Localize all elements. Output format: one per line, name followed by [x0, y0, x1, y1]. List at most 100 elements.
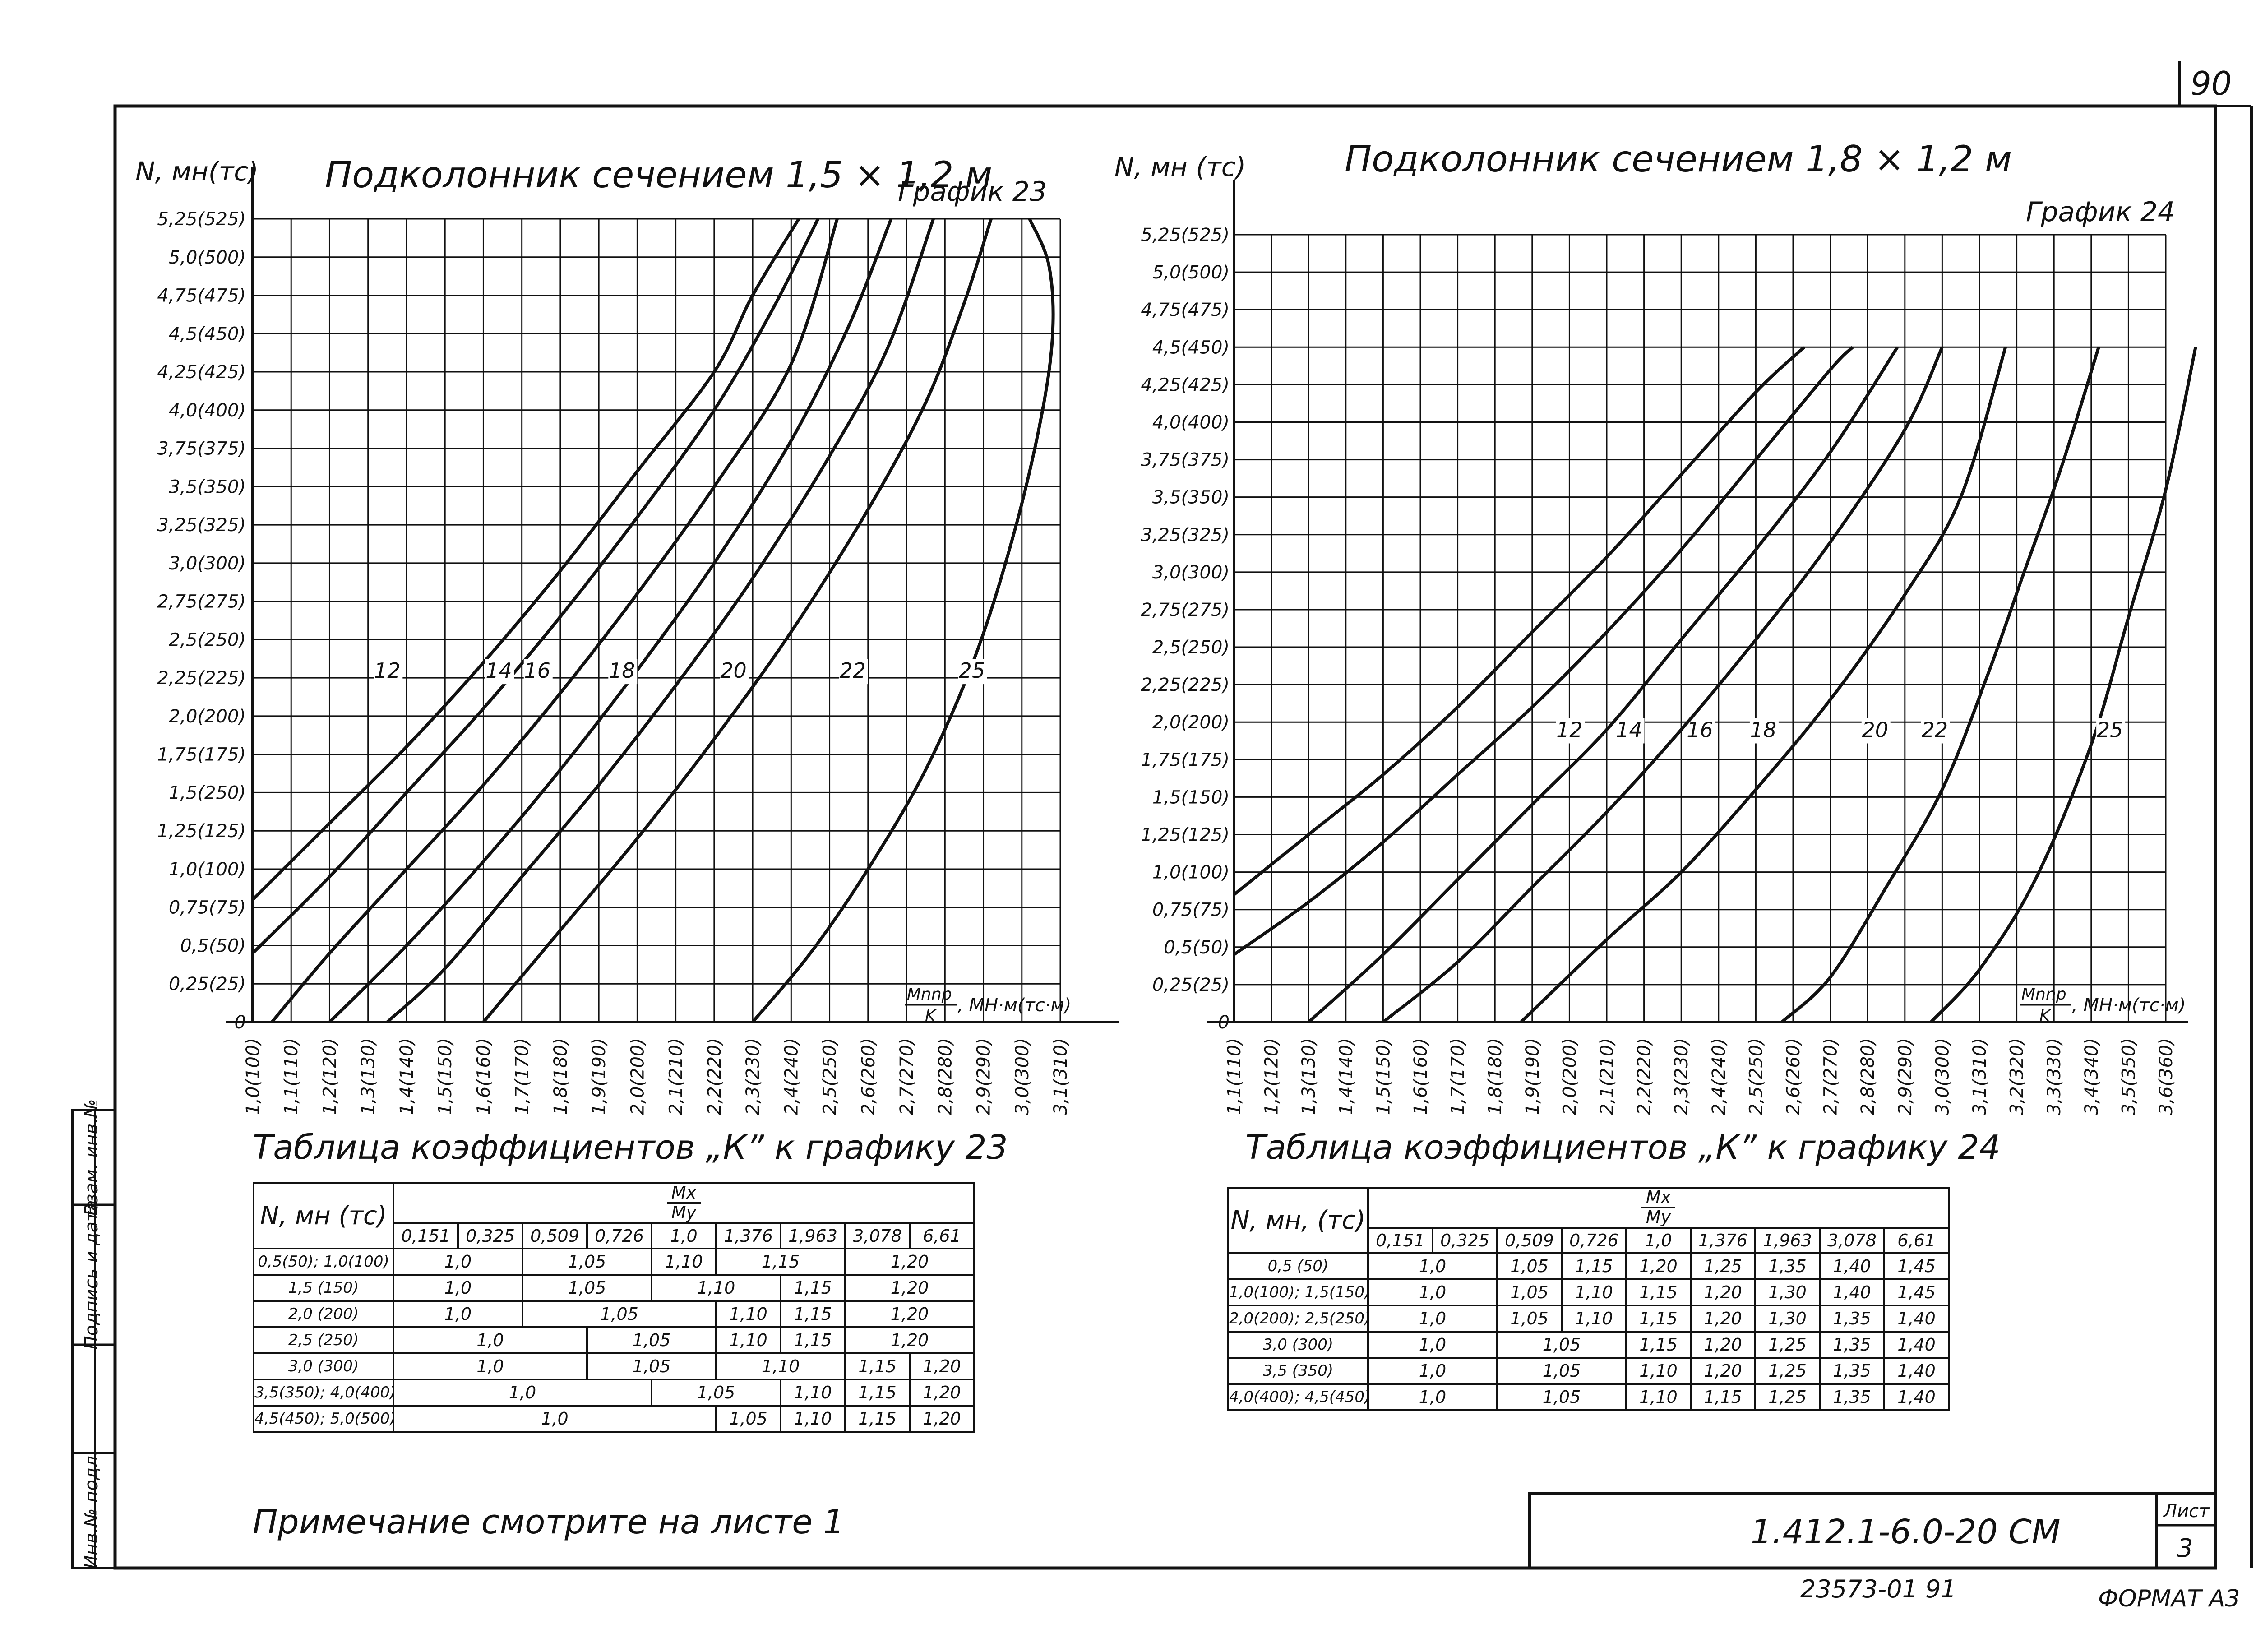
coefficient-cell: 1,40 [1883, 1330, 1950, 1359]
n-header: N, мн (тс) [253, 1182, 394, 1249]
y-tick-label: 4,0(400) [1152, 412, 1230, 433]
y-tick-label: 0,25(25) [169, 974, 246, 995]
coefficient-cell: 1,15 [1625, 1278, 1692, 1306]
y-tick-label: 0 [235, 1012, 246, 1033]
x-tick-label: 2,0(200) [1559, 1038, 1580, 1115]
coefficient-cell: 1,20 [844, 1247, 975, 1276]
table-row: 3,0 (300) 1,0 1,05 1,15 1,20 1,25 1,35 1,40 [1227, 1330, 1950, 1359]
coefficient-cell: 1,35 [1819, 1304, 1885, 1333]
x-tick-label: 1,0(100) [243, 1038, 264, 1115]
table-row: 3,0 (300) 1,0 1,05 1,10 1,15 1,20 [253, 1352, 975, 1380]
x-tick-label: 2,5(250) [820, 1038, 841, 1115]
y-tick-label: 2,0(200) [169, 706, 246, 727]
coefficient-cell: 1,05 [1496, 1252, 1563, 1280]
y-tick-label: 5,0(500) [1152, 262, 1230, 283]
series-line-12 [1233, 346, 1806, 896]
series-label-12: 12 [374, 658, 401, 683]
x-tick-label: 2,0(200) [627, 1038, 648, 1115]
coefficient-cell: 1,15 [715, 1247, 846, 1276]
x-tick-label: 2,5(250) [1746, 1038, 1766, 1115]
y-tick-label: 1,5(250) [169, 782, 246, 803]
series-label-background [1686, 718, 1715, 744]
coefficient-cell: 1,15 [780, 1326, 846, 1354]
series-label-22: 22 [839, 658, 866, 683]
ratio-value: 1,0 [1625, 1226, 1692, 1254]
series-label-background [608, 659, 638, 685]
note-text: Примечание смотрите на листе 1 [253, 1503, 845, 1541]
coefficient-cell: 1,05 [586, 1352, 717, 1380]
y-tick-label: 5,0(500) [169, 247, 246, 268]
x-tick-label: 1,5(150) [435, 1038, 456, 1115]
table-row: 3,5 (350) 1,0 1,05 1,10 1,20 1,25 1,35 1,40 [1227, 1356, 1950, 1385]
n-value: 2,5 (250) [253, 1326, 394, 1354]
x-tick-label: 1,6(160) [473, 1038, 494, 1115]
x-tick-label: 1,1(110) [1224, 1038, 1245, 1115]
chart-title: Подколонник сечением 1,5 × 1,2 м [325, 154, 992, 196]
drawing-designation: 1.412.1-6.0-20 СМ [1751, 1513, 2061, 1551]
series-label-background [2096, 718, 2126, 744]
sheet-frame [71, 61, 2253, 1570]
ratio-value: 1,376 [1690, 1226, 1756, 1254]
x-axis-label-numerator: Mnnp [2021, 985, 2066, 1004]
chart-subtitle: График 24 [2026, 196, 2175, 228]
x-tick-label: 2,6(260) [858, 1038, 879, 1115]
ratio-value: 0,509 [1496, 1226, 1563, 1254]
coefficient-cell: 1,25 [1754, 1330, 1821, 1359]
coefficient-cell: 1,20 [844, 1300, 975, 1328]
y-axis-label: N, мн(тс) [135, 156, 259, 187]
y-tick-label: 0,5(50) [180, 935, 246, 956]
chart-subtitle: График 23 [898, 176, 1047, 208]
y-tick-label: 2,25(225) [157, 668, 246, 689]
series-line-22 [482, 218, 993, 1023]
series-label-background [1921, 718, 1950, 744]
coefficient-cell: 1,20 [844, 1326, 975, 1354]
y-axis-label: N, мн (тс) [1114, 152, 1246, 182]
series-label-background [720, 659, 749, 685]
coefficient-cell: 1,15 [1625, 1330, 1692, 1359]
coefficient-cell: 1,25 [1754, 1356, 1821, 1385]
stamp-signature-date: Подпись и дата [81, 1200, 102, 1350]
ratio-value: 6,61 [908, 1222, 975, 1249]
x-tick-label: 1,5(150) [1373, 1038, 1394, 1115]
ratio-value: 1,963 [1754, 1226, 1821, 1254]
coefficient-table-24: N, мн, (тс) Mx My 0,151 0,325 0,509 0,726 1,0 1,… [1227, 1187, 1950, 1411]
series-label-20: 20 [720, 658, 747, 683]
coefficient-cell: 1,0 [393, 1247, 523, 1276]
coefficient-cell: 1,0 [1367, 1356, 1498, 1385]
coefficient-cell: 1,10 [780, 1404, 846, 1433]
y-tick-label: 0,75(75) [169, 898, 246, 918]
x-tick-label: 1,4(140) [397, 1038, 417, 1115]
series-label-22: 22 [1922, 717, 1948, 742]
coefficient-cell: 1,30 [1754, 1278, 1821, 1306]
n-value: 2,0(200); 2,5(250) [1227, 1304, 1369, 1333]
coefficient-cell: 1,10 [715, 1300, 781, 1328]
coefficient-cell: 1,40 [1819, 1278, 1885, 1306]
coefficient-cell: 1,10 [715, 1352, 846, 1380]
coefficient-cell: 1,05 [1496, 1383, 1627, 1411]
ratio-value: 3,078 [844, 1222, 911, 1249]
y-tick-label: 4,5(450) [1152, 337, 1230, 358]
coefficient-cell: 1,25 [1690, 1252, 1756, 1280]
y-tick-label: 3,25(325) [1141, 525, 1230, 546]
coefficient-cell: 1,45 [1883, 1252, 1950, 1280]
n-value: 4,5(450); 5,0(500) [253, 1404, 394, 1433]
series-line-20 [1520, 347, 2007, 1023]
y-tick-label: 3,75(375) [157, 439, 246, 459]
coefficient-cell: 1,05 [1496, 1330, 1627, 1359]
coefficient-cell: 1,35 [1754, 1252, 1821, 1280]
series-label-14: 14 [485, 658, 512, 683]
x-tick-label: 2,1(210) [666, 1038, 687, 1115]
x-tick-label: 1,6(160) [1410, 1038, 1431, 1115]
coefficient-cell: 1,20 [844, 1273, 975, 1302]
ratio-denominator: My [671, 1202, 697, 1222]
table-row: 1,0(100); 1,5(150) 1,0 1,05 1,10 1,15 1,20 1,3… [1227, 1278, 1950, 1306]
table-row: 1,5 (150) 1,0 1,05 1,10 1,15 1,20 [253, 1273, 975, 1302]
coefficient-cell: 1,40 [1883, 1304, 1950, 1333]
x-tick-label: 1,3(130) [1299, 1038, 1319, 1115]
sheet-format: ФОРМАТ А3 [2098, 1585, 2240, 1612]
series-label-background [839, 659, 868, 685]
ratio-fraction: Mx My [1641, 1189, 1676, 1226]
coefficient-cell: 1,45 [1883, 1278, 1950, 1306]
n-value: 4,0(400); 4,5(450) [1227, 1383, 1369, 1411]
